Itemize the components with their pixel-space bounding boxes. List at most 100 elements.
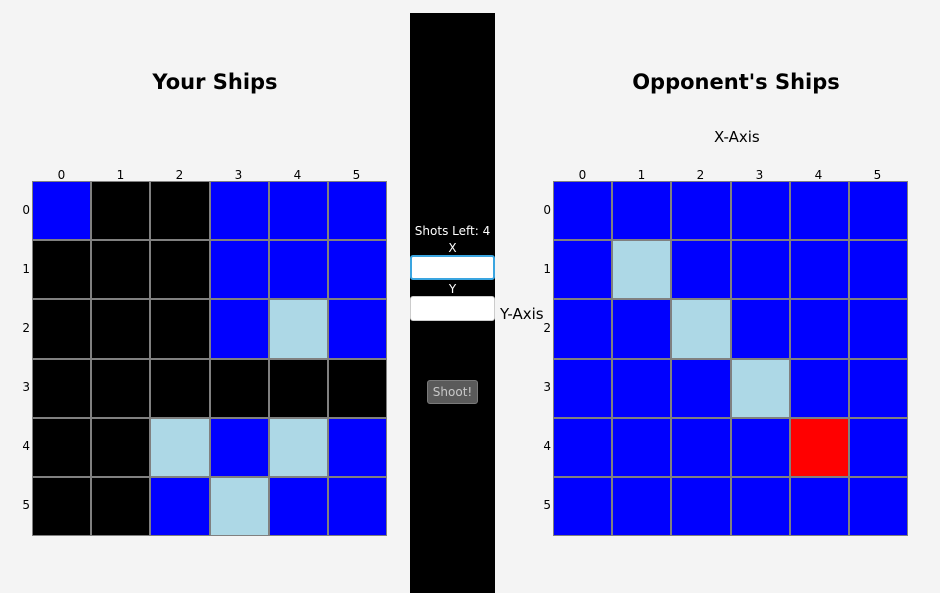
shoot-button[interactable]: Shoot! xyxy=(427,380,478,404)
column-label: 5 xyxy=(352,168,361,182)
grid-cell-water[interactable] xyxy=(790,182,848,240)
grid-cell-miss xyxy=(210,477,268,535)
grid-cell-water xyxy=(328,241,386,299)
y-axis-label: Y-Axis xyxy=(500,305,544,323)
grid-cell-ship xyxy=(33,418,91,476)
y-input[interactable] xyxy=(410,296,495,321)
grid-cell-water[interactable] xyxy=(731,182,789,240)
grid-cell-ship xyxy=(328,359,386,417)
grid-cell-ship xyxy=(151,182,209,240)
grid-cell-water xyxy=(328,300,386,358)
grid-cell-ship xyxy=(33,477,91,535)
grid-cell-water xyxy=(210,418,268,476)
row-label: 3 xyxy=(543,380,551,394)
your-ships-title: Your Ships xyxy=(152,70,278,94)
grid-cell-miss xyxy=(151,418,209,476)
row-label: 5 xyxy=(22,498,30,512)
grid-cell-ship xyxy=(92,182,150,240)
grid-cell-water[interactable] xyxy=(731,477,789,535)
grid-cell-ship xyxy=(92,300,150,358)
grid-cell-ship xyxy=(33,241,91,299)
row-label: 0 xyxy=(543,203,551,217)
grid-cell-water[interactable] xyxy=(790,359,848,417)
grid-cell-ship xyxy=(210,359,268,417)
grid-cell-water[interactable] xyxy=(613,418,671,476)
grid-cell-miss[interactable] xyxy=(731,359,789,417)
column-label: 0 xyxy=(578,168,587,182)
grid-cell-water xyxy=(269,182,327,240)
grid-cell-water xyxy=(269,241,327,299)
player-grid xyxy=(32,181,387,536)
grid-cell-ship xyxy=(33,300,91,358)
row-label: 3 xyxy=(22,380,30,394)
row-label: 5 xyxy=(543,498,551,512)
opponent-grid xyxy=(553,181,908,536)
column-label: 1 xyxy=(637,168,646,182)
column-label: 4 xyxy=(814,168,823,182)
grid-cell-hit[interactable] xyxy=(790,418,848,476)
row-label: 0 xyxy=(22,203,30,217)
grid-cell-water[interactable] xyxy=(790,241,848,299)
grid-cell-water xyxy=(210,241,268,299)
grid-cell-water[interactable] xyxy=(613,300,671,358)
grid-cell-water[interactable] xyxy=(790,477,848,535)
grid-cell-water xyxy=(269,477,327,535)
column-label: 1 xyxy=(116,168,125,182)
row-label: 2 xyxy=(22,321,30,335)
grid-cell-water[interactable] xyxy=(613,182,671,240)
grid-cell-ship xyxy=(92,359,150,417)
grid-cell-water[interactable] xyxy=(849,300,907,358)
grid-cell-ship xyxy=(269,359,327,417)
grid-cell-water[interactable] xyxy=(849,477,907,535)
column-label: 0 xyxy=(57,168,66,182)
grid-cell-ship xyxy=(33,359,91,417)
grid-cell-water xyxy=(328,418,386,476)
grid-cell-ship xyxy=(92,418,150,476)
grid-cell-water[interactable] xyxy=(554,300,612,358)
row-label: 4 xyxy=(543,439,551,453)
grid-cell-water[interactable] xyxy=(613,477,671,535)
grid-cell-water[interactable] xyxy=(554,182,612,240)
grid-cell-miss xyxy=(269,300,327,358)
row-label: 4 xyxy=(22,439,30,453)
grid-cell-water[interactable] xyxy=(554,477,612,535)
grid-cell-water xyxy=(151,477,209,535)
grid-cell-water[interactable] xyxy=(554,418,612,476)
column-label: 2 xyxy=(175,168,184,182)
grid-cell-water xyxy=(33,182,91,240)
grid-cell-water[interactable] xyxy=(849,182,907,240)
grid-cell-water[interactable] xyxy=(849,418,907,476)
grid-cell-water[interactable] xyxy=(613,359,671,417)
column-label: 4 xyxy=(293,168,302,182)
grid-cell-water[interactable] xyxy=(554,241,612,299)
grid-cell-water[interactable] xyxy=(672,477,730,535)
grid-cell-water[interactable] xyxy=(672,241,730,299)
grid-cell-water[interactable] xyxy=(849,241,907,299)
row-label: 2 xyxy=(543,321,551,335)
grid-cell-miss xyxy=(269,418,327,476)
grid-cell-ship xyxy=(151,359,209,417)
column-label: 2 xyxy=(696,168,705,182)
grid-cell-miss[interactable] xyxy=(672,300,730,358)
row-label: 1 xyxy=(22,262,30,276)
grid-cell-water[interactable] xyxy=(731,241,789,299)
x-label: X xyxy=(448,241,457,255)
grid-cell-water xyxy=(210,300,268,358)
grid-cell-water[interactable] xyxy=(672,359,730,417)
grid-cell-ship xyxy=(92,477,150,535)
column-label: 5 xyxy=(873,168,882,182)
x-input[interactable] xyxy=(410,255,495,280)
grid-cell-water xyxy=(328,182,386,240)
shots-left-label: Shots Left: 4 xyxy=(414,224,491,238)
grid-cell-water[interactable] xyxy=(731,418,789,476)
x-axis-label: X-Axis xyxy=(714,128,760,146)
grid-cell-water xyxy=(328,477,386,535)
grid-cell-miss[interactable] xyxy=(613,241,671,299)
opponents-ships-title: Opponent's Ships xyxy=(632,70,840,94)
grid-cell-water[interactable] xyxy=(790,300,848,358)
grid-cell-water[interactable] xyxy=(672,418,730,476)
grid-cell-water[interactable] xyxy=(672,182,730,240)
grid-cell-water[interactable] xyxy=(731,300,789,358)
grid-cell-water[interactable] xyxy=(554,359,612,417)
grid-cell-water[interactable] xyxy=(849,359,907,417)
